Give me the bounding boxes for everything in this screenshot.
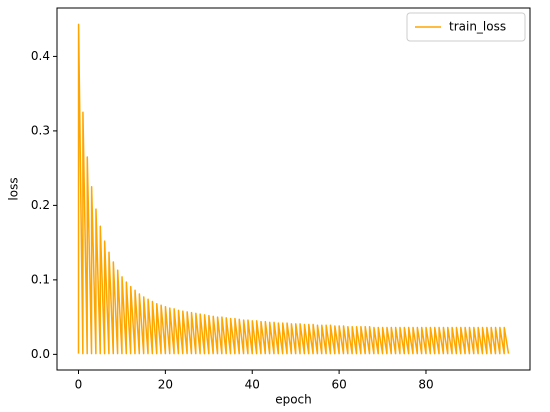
y-axis-label: loss (7, 177, 21, 200)
y-tick-label: 0.1 (31, 272, 50, 286)
plot-frame (56, 7, 531, 371)
x-tick-label: 80 (418, 378, 433, 392)
x-tick-label: 60 (331, 378, 346, 392)
x-tick-label: 20 (158, 378, 173, 392)
legend-label: train_loss (449, 20, 506, 34)
y-tick-label: 0.3 (31, 123, 50, 137)
legend-box (406, 12, 526, 42)
x-tick-label: 0 (75, 378, 83, 392)
y-tick-label: 0.2 (31, 198, 50, 212)
series-line (77, 23, 510, 355)
x-axis-label: epoch (275, 393, 312, 407)
x-tick-label: 40 (245, 378, 260, 392)
y-tick-label: 0.0 (31, 347, 50, 361)
y-tick-label: 0.4 (31, 49, 50, 63)
